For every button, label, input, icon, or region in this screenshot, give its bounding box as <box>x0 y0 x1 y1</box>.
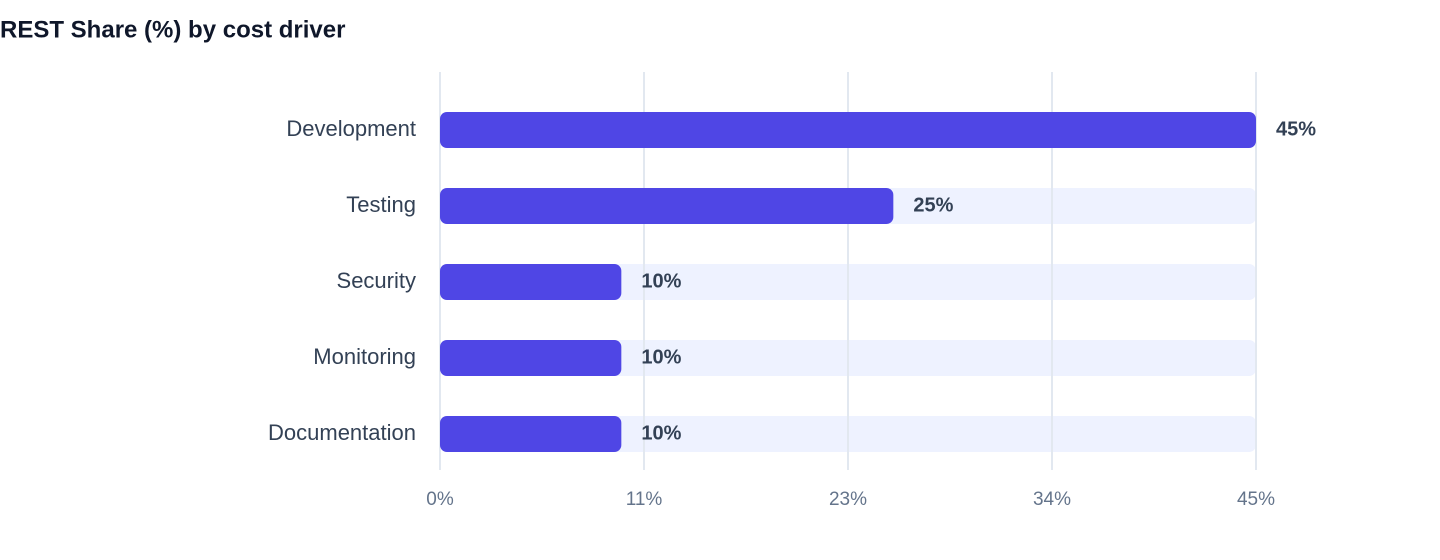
bar <box>440 112 1256 148</box>
x-tick-label: 23% <box>829 489 867 510</box>
bar <box>440 340 622 376</box>
x-tick-label: 0% <box>426 489 454 510</box>
bar <box>440 416 622 452</box>
y-tick-label: Development <box>286 116 416 141</box>
value-label: 25% <box>913 194 953 216</box>
value-label: 45% <box>1276 118 1316 140</box>
value-label: 10% <box>641 270 681 292</box>
y-tick-label: Security <box>337 268 416 293</box>
x-tick-label: 34% <box>1033 489 1071 510</box>
value-label: 10% <box>641 422 681 444</box>
y-tick-label: Monitoring <box>313 344 416 369</box>
y-tick-label: Documentation <box>268 420 416 445</box>
x-tick-label: 45% <box>1237 489 1275 510</box>
bar <box>440 188 894 224</box>
x-tick-label: 11% <box>626 489 663 510</box>
y-tick-label: Testing <box>346 192 416 217</box>
bar <box>440 264 622 300</box>
chart-title: REST Share (%) by cost driver <box>0 16 345 43</box>
value-label: 10% <box>641 346 681 368</box>
